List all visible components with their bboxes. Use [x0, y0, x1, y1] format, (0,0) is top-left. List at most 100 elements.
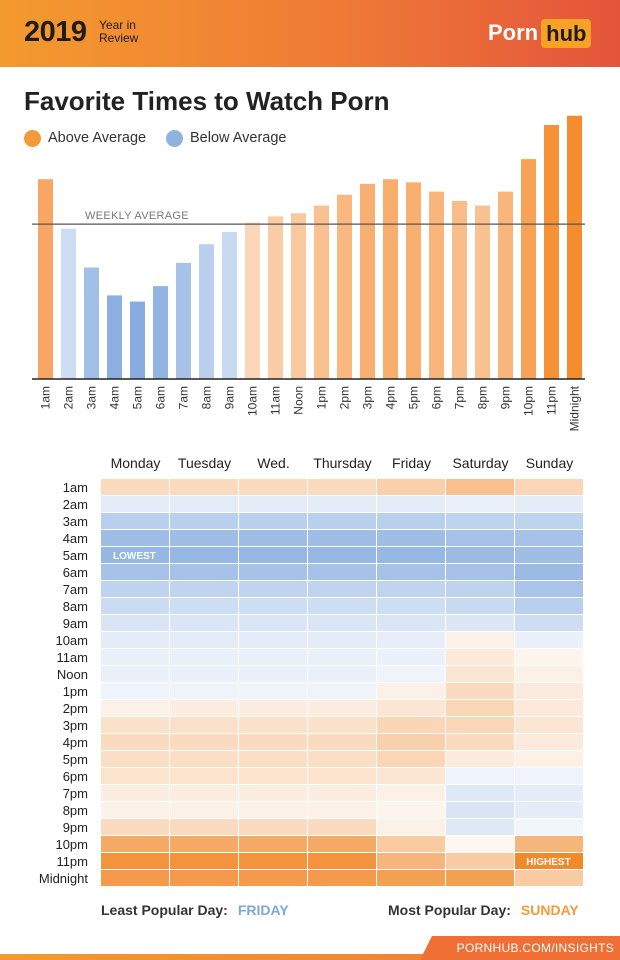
- lowest-badge: LOWEST: [113, 551, 156, 562]
- heat-cell: [308, 530, 376, 546]
- heat-cell: [377, 785, 445, 801]
- heat-cell: [377, 632, 445, 648]
- bar-3am: [84, 267, 99, 379]
- bar-8pm: [475, 205, 490, 379]
- x-tick-6am: 6am: [154, 386, 168, 409]
- heat-cell: [446, 530, 514, 546]
- heat-cell: [101, 496, 169, 512]
- heat-cell: [377, 870, 445, 886]
- x-tick-noon: Noon: [292, 386, 306, 415]
- bar-9pm: [498, 191, 513, 379]
- heat-cell: [446, 581, 514, 597]
- row-label-midnight: Midnight: [39, 871, 89, 886]
- x-tick-1pm: 1pm: [315, 386, 329, 409]
- bar-2pm: [337, 194, 352, 379]
- x-tick-4am: 4am: [108, 386, 122, 409]
- heat-cell: [239, 717, 307, 733]
- heat-cell: [377, 564, 445, 580]
- col-header-thursday: Thursday: [313, 455, 371, 471]
- heat-cell: [446, 683, 514, 699]
- x-tick-10am: 10am: [246, 386, 260, 416]
- x-tick-11pm: 11pm: [545, 386, 559, 415]
- x-tick-5pm: 5pm: [407, 386, 421, 409]
- heat-cell: [101, 666, 169, 682]
- heat-cell: [170, 785, 238, 801]
- heat-cell: [377, 751, 445, 767]
- heat-cell: [239, 547, 307, 563]
- row-label-1am: 1am: [63, 480, 88, 495]
- heat-cell: [308, 853, 376, 869]
- heat-cell: [170, 496, 238, 512]
- heat-cell: [239, 666, 307, 682]
- x-tick-1am: 1am: [39, 386, 53, 409]
- row-label-11pm: 11pm: [56, 854, 88, 869]
- row-label-noon: Noon: [57, 667, 88, 682]
- heat-cell: [101, 751, 169, 767]
- heat-cell: [239, 496, 307, 512]
- heat-cell: [446, 853, 514, 869]
- heat-cell: [239, 632, 307, 648]
- x-tick-10pm: 10pm: [522, 386, 536, 416]
- heat-cell: [101, 836, 169, 852]
- site-link[interactable]: PORNHUB.COM/INSIGHTS: [456, 941, 614, 955]
- heat-cell: [377, 530, 445, 546]
- most-popular-day: Most Popular Day: SUNDAY: [388, 902, 579, 918]
- heat-cell: [308, 581, 376, 597]
- heat-cell: [446, 717, 514, 733]
- heat-cell: [101, 530, 169, 546]
- heat-cell: [446, 785, 514, 801]
- heat-cell: [377, 836, 445, 852]
- heat-cell: [170, 530, 238, 546]
- heat-cell: [446, 598, 514, 614]
- heat-cell: [446, 615, 514, 631]
- row-label-1pm: 1pm: [63, 684, 88, 699]
- heat-cell: [377, 496, 445, 512]
- heat-cell: [446, 547, 514, 563]
- heat-cell: [515, 768, 583, 784]
- x-tick-7am: 7am: [177, 386, 191, 409]
- heat-cell: [308, 666, 376, 682]
- heat-cell: [308, 547, 376, 563]
- row-label-8pm: 8pm: [63, 803, 88, 818]
- row-label-9pm: 9pm: [63, 820, 88, 835]
- row-label-7am: 7am: [63, 582, 88, 597]
- heat-cell: [239, 683, 307, 699]
- heat-cell: [377, 700, 445, 716]
- x-tick-2am: 2am: [62, 386, 76, 409]
- heat-cell: [308, 785, 376, 801]
- heat-cell: [101, 649, 169, 665]
- heat-cell: [446, 666, 514, 682]
- heat-cell: [308, 819, 376, 835]
- heat-cell: [101, 717, 169, 733]
- heat-cell: [170, 598, 238, 614]
- heat-cell: [515, 649, 583, 665]
- heat-cell: [515, 598, 583, 614]
- x-tick-midnight: Midnight: [568, 385, 582, 431]
- heat-cell: [170, 853, 238, 869]
- heat-cell: [170, 649, 238, 665]
- heat-cell: [239, 700, 307, 716]
- bar-4pm: [383, 179, 398, 379]
- heat-cell: [101, 734, 169, 750]
- brand-logo[interactable]: Porn hub: [488, 18, 592, 48]
- row-label-10am: 10am: [55, 633, 88, 648]
- heat-cell: [308, 802, 376, 818]
- heat-cell: [515, 683, 583, 699]
- heat-cell: [239, 751, 307, 767]
- heat-cell: [377, 649, 445, 665]
- heat-cell: [170, 768, 238, 784]
- heat-cell: [308, 870, 376, 886]
- heat-cell: [515, 785, 583, 801]
- heat-cell: [239, 734, 307, 750]
- heat-cell: [170, 802, 238, 818]
- heat-cell: [170, 683, 238, 699]
- heat-cell: [308, 683, 376, 699]
- bar-5pm: [406, 182, 421, 379]
- heat-cell: [377, 479, 445, 495]
- heat-cell: [308, 598, 376, 614]
- heat-cell: [515, 496, 583, 512]
- weekly-heatmap: Monday Tuesday Wed. Thursday Friday Saturday S…: [39, 455, 583, 886]
- heat-cell: [170, 717, 238, 733]
- bar-3pm: [360, 183, 375, 379]
- heat-cell: [377, 598, 445, 614]
